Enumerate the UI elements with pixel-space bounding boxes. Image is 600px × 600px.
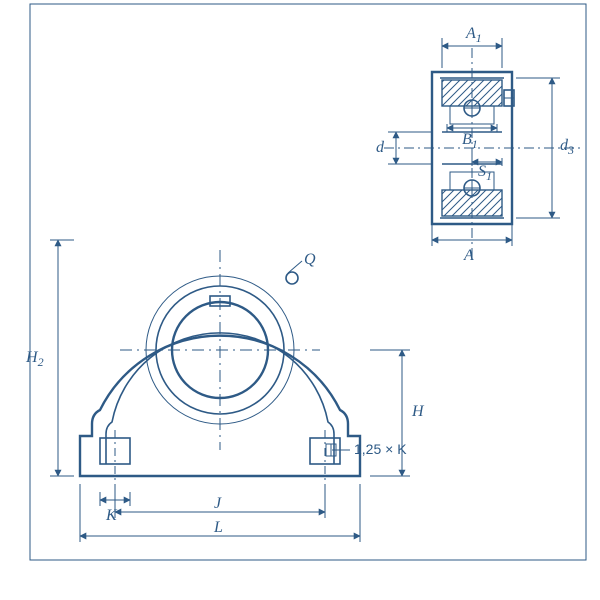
- dim-H2: H2: [25, 349, 44, 369]
- dim-J: J: [214, 495, 222, 512]
- front-view: Q K J L H2 H 1,25 × K: [25, 240, 425, 542]
- dim-A: A: [463, 247, 474, 264]
- side-view: A1 A B1 S1 d d3: [376, 25, 584, 264]
- dim-d: d: [376, 139, 385, 156]
- dim-H: H: [411, 403, 425, 420]
- dim-S1: S1: [478, 163, 492, 183]
- bolt-note: 1,25 × K: [354, 441, 407, 457]
- dim-K: K: [105, 507, 118, 524]
- label-Q: Q: [304, 251, 316, 268]
- dim-L: L: [213, 519, 223, 536]
- dim-d3: d3: [560, 137, 574, 157]
- dim-A1: A1: [465, 25, 482, 45]
